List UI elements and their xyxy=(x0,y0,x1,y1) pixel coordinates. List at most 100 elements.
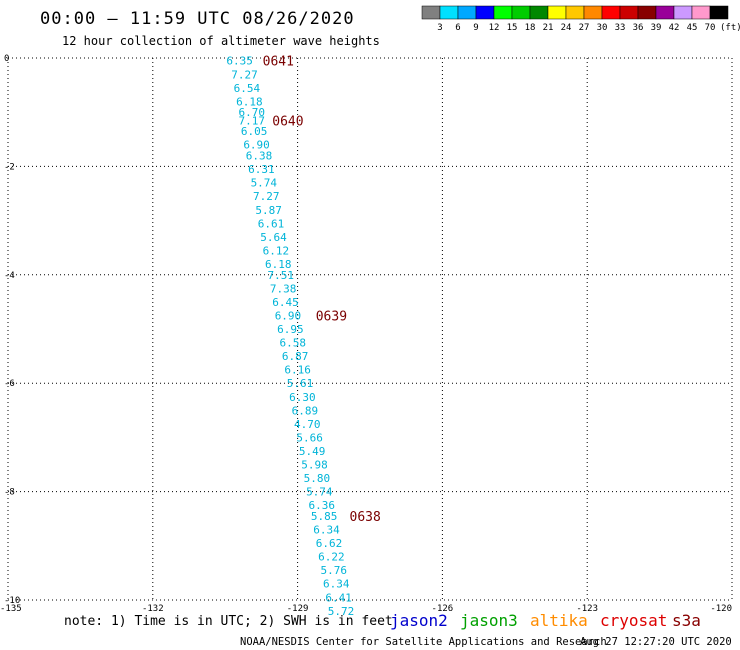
colorbar-swatch xyxy=(529,5,549,20)
colorbar-label: 33 xyxy=(615,23,626,33)
satellite-legend: jason2 jason3 altika cryosat s3a xyxy=(390,611,701,630)
footer-credit: NOAA/NESDIS Center for Satellite Applica… xyxy=(240,636,607,648)
chart-title: 00:00 – 11:59 UTC 08/26/2020 xyxy=(40,9,355,29)
colorbar-swatch xyxy=(583,5,603,20)
swh-value: 7.17 xyxy=(238,114,265,127)
swh-value: 7.27 xyxy=(253,190,280,203)
colorbar-unit: (ft) xyxy=(720,23,740,33)
satellite-jason3: jason3 xyxy=(460,611,518,630)
swh-value: 6.12 xyxy=(263,244,290,257)
x-tick-label: -132 xyxy=(142,604,164,614)
colorbar-label: 27 xyxy=(579,23,590,33)
swh-value: 6.70 xyxy=(238,106,265,119)
swh-value: 6.35 xyxy=(226,55,253,68)
x-tick-label: -129 xyxy=(287,604,309,614)
y-tick-label: 0 xyxy=(4,54,9,64)
swh-value: 6.34 xyxy=(313,524,340,537)
plot-grid xyxy=(7,57,733,601)
swh-value: 6.58 xyxy=(280,337,307,350)
footer-note: note: 1) Time is in UTC; 2) SWH is in fe… xyxy=(64,614,393,629)
colorbar-swatch xyxy=(547,5,567,20)
satellite-cryosat: cryosat xyxy=(600,611,667,630)
swh-value: 7.27 xyxy=(231,68,258,81)
swh-value: 7.38 xyxy=(270,282,297,295)
swh-value: 5.61 xyxy=(287,377,314,390)
swh-value: 6.36 xyxy=(308,499,335,512)
swh-value: 5.74 xyxy=(251,177,278,190)
colorbar-swatch xyxy=(673,5,693,20)
swh-value: 7.51 xyxy=(267,269,294,282)
satellite-jason2: jason2 xyxy=(390,611,448,630)
colorbar-label: 21 xyxy=(543,23,554,33)
chart-subtitle: 12 hour collection of altimeter wave hei… xyxy=(62,34,380,48)
colorbar-label: 18 xyxy=(525,23,536,33)
swh-value: 6.61 xyxy=(258,217,285,230)
swh-value: 5.74 xyxy=(306,486,333,499)
swh-value: 5.66 xyxy=(296,431,323,444)
colorbar-label: 9 xyxy=(473,23,478,33)
swh-value: 6.90 xyxy=(243,139,270,152)
y-tick-label: -10 xyxy=(4,596,20,606)
x-tick-label: -126 xyxy=(432,604,454,614)
swh-value: 6.31 xyxy=(248,163,275,176)
colorbar-swatch xyxy=(691,5,711,20)
colorbar-swatch xyxy=(637,5,657,20)
pass-label: 0639 xyxy=(316,309,347,324)
colorbar-swatch xyxy=(709,5,729,20)
swh-value: 6.34 xyxy=(323,578,350,591)
colorbar-label: 45 xyxy=(687,23,698,33)
colorbar-swatch xyxy=(511,5,531,20)
colorbar-swatch xyxy=(565,5,585,20)
swh-value: 5.76 xyxy=(321,564,348,577)
pass-labels: 0641 0640 0639 0638 xyxy=(263,55,381,525)
colorbar-swatch xyxy=(475,5,495,20)
swh-value: 6.18 xyxy=(265,258,292,271)
swh-value: 5.64 xyxy=(260,231,287,244)
x-tick-label: -123 xyxy=(576,604,598,614)
swh-value: 5.85 xyxy=(311,510,338,523)
swh-value: 6.62 xyxy=(316,537,343,550)
pass-label: 0638 xyxy=(350,510,381,525)
y-tick-label: -2 xyxy=(4,162,15,172)
x-tick-label: -120 xyxy=(710,604,732,614)
swh-value: 6.18 xyxy=(236,95,263,108)
swh-value: 6.45 xyxy=(272,296,299,309)
swh-value: 4.70 xyxy=(294,418,321,431)
colorbar: 3 6 9 12 15 18 21 24 27 30 33 36 39 42 45 70 xyxy=(421,5,729,33)
pass-label: 0641 xyxy=(263,55,294,70)
swh-value: 5.49 xyxy=(299,445,326,458)
swh-value: 6.05 xyxy=(241,125,268,138)
colorbar-swatch xyxy=(421,5,441,20)
swh-points: 6.357.276.546.186.707.176.056.906.386.31… xyxy=(226,55,354,618)
swh-value: 5.87 xyxy=(255,204,282,217)
swh-value: 6.38 xyxy=(246,150,273,163)
colorbar-swatch xyxy=(493,5,513,20)
swh-value: 6.54 xyxy=(234,82,261,95)
swh-value: 6.22 xyxy=(318,551,345,564)
swh-value: 6.95 xyxy=(277,323,304,336)
colorbar-swatch xyxy=(619,5,639,20)
colorbar-label: 36 xyxy=(633,23,644,33)
y-tick-label: -6 xyxy=(4,379,15,389)
colorbar-swatch xyxy=(439,5,459,20)
pass-label: 0640 xyxy=(272,114,303,129)
colorbar-label: 15 xyxy=(507,23,518,33)
swh-value: 6.16 xyxy=(284,364,311,377)
colorbar-label: 3 xyxy=(437,23,442,33)
colorbar-label: 70 xyxy=(705,23,716,33)
swh-value: 6.30 xyxy=(289,391,316,404)
swh-value: 6.41 xyxy=(325,591,352,604)
colorbar-label: 39 xyxy=(651,23,662,33)
y-tick-label: -4 xyxy=(4,271,15,281)
swh-value: 5.80 xyxy=(304,472,331,485)
swh-value: 6.89 xyxy=(292,404,319,417)
colorbar-swatch xyxy=(655,5,675,20)
swh-value: 5.98 xyxy=(301,459,328,472)
colorbar-label: 42 xyxy=(669,23,680,33)
colorbar-swatch xyxy=(601,5,621,20)
satellite-s3a: s3a xyxy=(672,611,701,630)
axis-ticks: -135 -132 -129 -126 -123 -120 0 -2 -4 -6 -8 -10 xyxy=(0,54,732,614)
y-tick-label: -8 xyxy=(4,488,15,498)
swh-value: 6.90 xyxy=(275,309,302,322)
